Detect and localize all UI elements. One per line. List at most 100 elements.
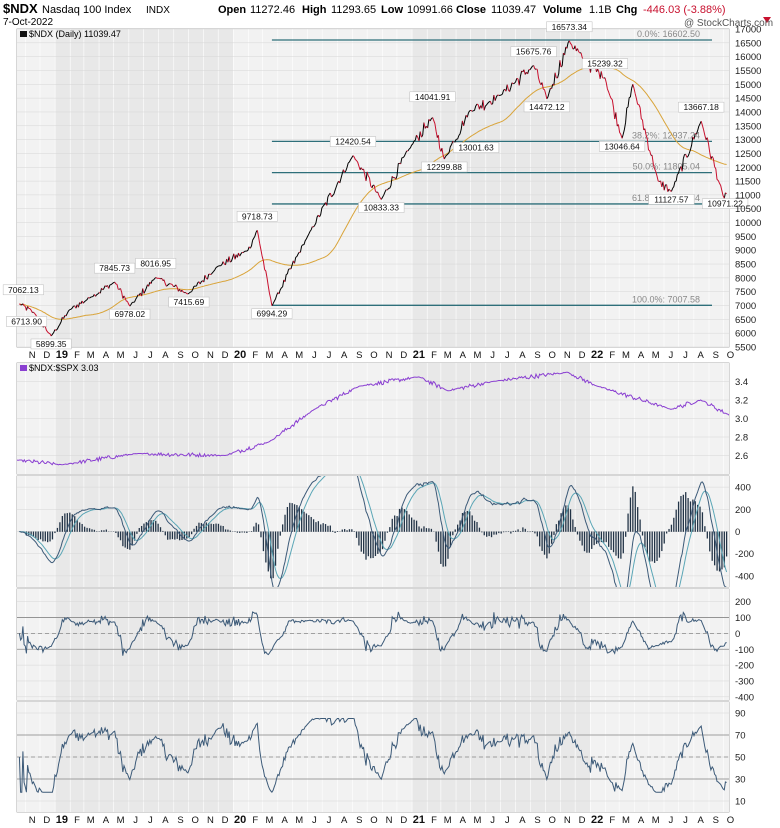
- rsi-line: [18, 718, 727, 794]
- histogram-bar: [498, 531, 500, 534]
- month-label: J: [505, 815, 510, 826]
- histogram-bar: [217, 523, 220, 532]
- histogram-bar: [663, 531, 665, 544]
- month-label: J: [683, 350, 688, 361]
- histogram-bar: [437, 531, 440, 552]
- ratio-legend: $NDX:$SPX 3.03: [20, 363, 99, 373]
- month-label: A: [698, 815, 705, 826]
- price-label-box: [599, 141, 646, 152]
- high-value: 11293.65: [331, 4, 376, 16]
- histogram-bar: [591, 531, 593, 549]
- panel-shade: [17, 589, 56, 700]
- price-label-box: [251, 308, 293, 319]
- y-tick-label: 13500: [735, 121, 761, 132]
- histogram-bar: [529, 531, 531, 533]
- histogram-bar: [696, 504, 699, 532]
- histogram-bar: [452, 531, 454, 536]
- cci-panel: 200 100 0 -100 -200 -300 -400: [16, 588, 754, 703]
- histogram-bar: [644, 531, 646, 548]
- histogram-bar: [687, 498, 689, 532]
- year-label: 19: [56, 814, 68, 826]
- histogram-bar: [246, 531, 248, 533]
- histogram-bar: [32, 531, 35, 538]
- month-label: M: [652, 815, 660, 826]
- histogram-bar: [105, 529, 107, 532]
- price-label: 15675.76: [516, 47, 552, 57]
- y-tick-label: 3.2: [735, 396, 748, 407]
- histogram-bar: [512, 530, 514, 532]
- histogram-bar: [384, 531, 386, 541]
- histogram-bar: [709, 531, 711, 552]
- month-label: J: [683, 815, 688, 826]
- histogram-bar: [649, 531, 651, 562]
- histogram-bar: [222, 525, 224, 532]
- panel-shade: [590, 29, 729, 347]
- y-tick-label: 50: [735, 753, 746, 764]
- histogram-bar: [668, 528, 670, 532]
- histogram-bar: [159, 527, 162, 532]
- chg-value: -446.03 (-3.88%): [643, 4, 726, 16]
- histogram-bar: [379, 531, 381, 553]
- histogram-bar: [581, 531, 583, 546]
- low-value: 10991.66: [407, 4, 453, 16]
- histogram-bar: [200, 523, 203, 532]
- histogram-bar: [341, 529, 343, 532]
- histogram-bar: [706, 531, 708, 539]
- price-label: 14041.91: [415, 92, 451, 102]
- histogram-bar: [176, 531, 178, 539]
- histogram-bar: [583, 531, 586, 552]
- histogram-bar: [510, 531, 512, 534]
- rsi-panel: 90 70 50 30 10: [16, 701, 746, 813]
- histogram-bar: [430, 528, 433, 532]
- price-label-box: [648, 194, 695, 205]
- cci-line: [18, 611, 727, 656]
- price-label-box: [2, 284, 44, 296]
- histogram-bar: [348, 529, 351, 532]
- month-label: N: [29, 815, 36, 826]
- histogram-bar: [282, 524, 284, 532]
- histogram-bar: [476, 521, 478, 532]
- histogram-bar: [162, 530, 164, 532]
- month-label: N: [564, 815, 571, 826]
- price-label: 8016.95: [140, 258, 171, 268]
- histogram-bar: [250, 531, 253, 532]
- histogram-bar: [502, 531, 505, 533]
- histogram-bar: [312, 519, 315, 532]
- price-label-box: [409, 91, 456, 103]
- month-label: A: [103, 350, 110, 361]
- histogram-bar: [169, 531, 171, 540]
- y-tick-label: 70: [735, 731, 746, 742]
- panel-shade: [233, 589, 413, 700]
- histogram-bar: [428, 528, 430, 532]
- histogram-bar: [334, 531, 336, 533]
- price-label: 7415.69: [174, 297, 205, 307]
- price-label: 14472.12: [529, 102, 565, 112]
- histogram-bar: [148, 520, 150, 532]
- volume-label: Volume: [543, 4, 582, 16]
- histogram-bar: [324, 524, 327, 532]
- month-label: S: [356, 350, 362, 361]
- histogram-bar: [367, 531, 370, 557]
- histogram-bar: [152, 520, 155, 532]
- month-label: J: [312, 350, 317, 361]
- histogram-bar: [39, 531, 42, 540]
- histogram-bar: [651, 531, 653, 562]
- month-label: S: [356, 815, 362, 826]
- month-label: M: [652, 350, 660, 361]
- histogram-bar: [617, 531, 620, 559]
- y-tick-label: 16000: [735, 52, 761, 63]
- month-label: F: [431, 815, 437, 826]
- y-tick-label: 7000: [735, 301, 756, 312]
- histogram-bar: [670, 524, 673, 532]
- month-label: D: [222, 815, 229, 826]
- histogram-bar: [527, 531, 529, 533]
- histogram-bar: [186, 531, 188, 539]
- month-label: J: [505, 350, 510, 361]
- month-label: O: [192, 350, 199, 361]
- histogram-bar: [418, 526, 420, 532]
- histogram-bar: [54, 531, 56, 534]
- histogram-bar: [103, 530, 105, 532]
- histogram-bar: [277, 531, 279, 549]
- histogram-bar: [449, 531, 452, 548]
